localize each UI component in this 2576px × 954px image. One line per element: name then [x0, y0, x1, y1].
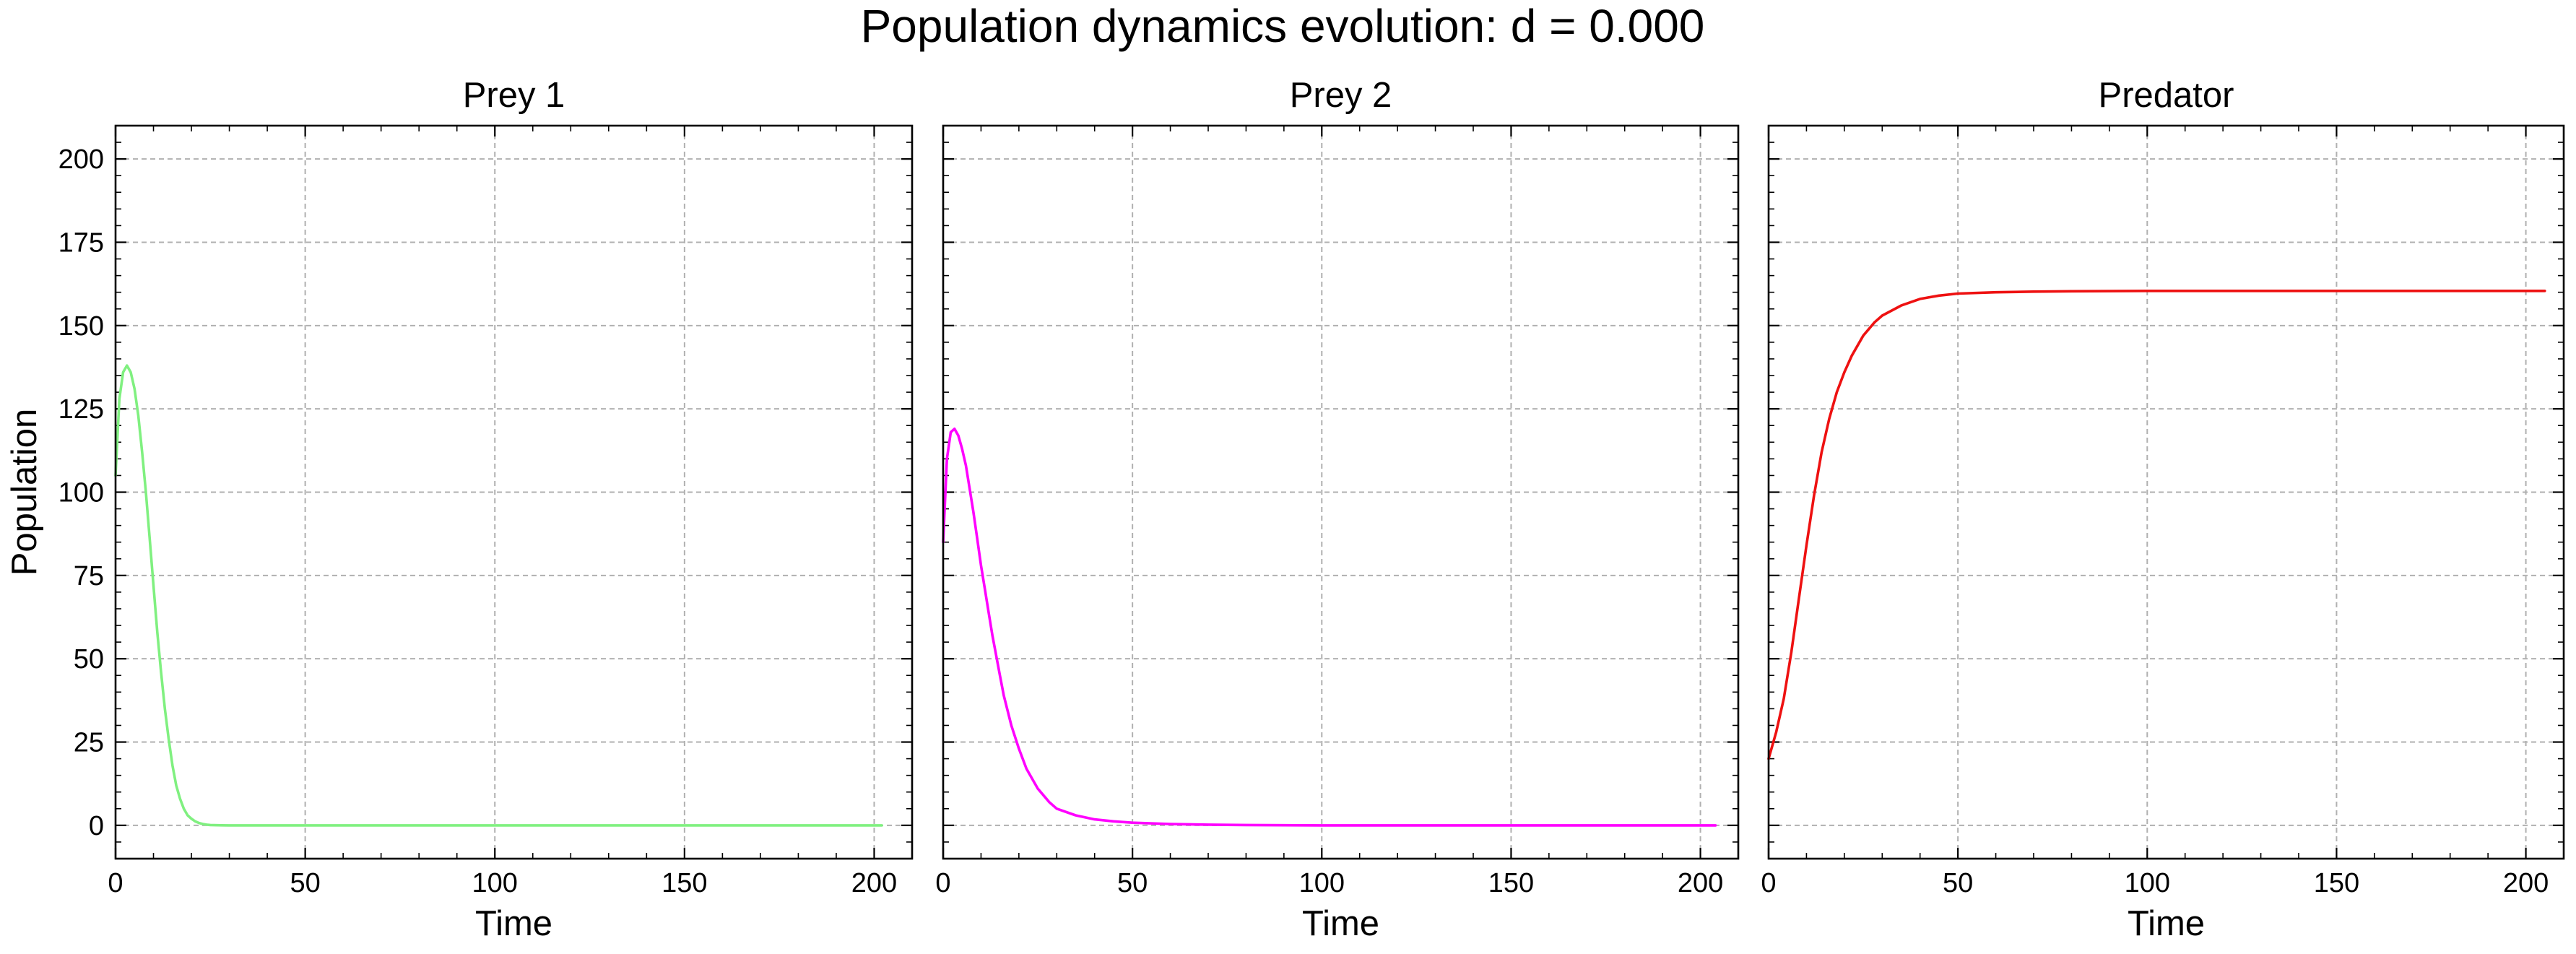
y-tick-label: 175 [58, 227, 104, 258]
y-tick-label: 100 [58, 478, 104, 508]
x-tick-label: 200 [2503, 868, 2549, 898]
series-line-prey-1 [114, 364, 883, 827]
x-axis-label: Time [1302, 904, 1379, 943]
subplot-prey-2: 0 50 100 150 200 Prey 2 Time [935, 76, 1740, 943]
y-tick-label: 75 [74, 561, 104, 591]
y-tick-label: 150 [58, 311, 104, 342]
y-tick-label: 25 [74, 728, 104, 758]
x-tick-label: 0 [108, 868, 123, 898]
subplot-title-prey-1: Prey 1 [463, 76, 565, 115]
subplot-title-prey-2: Prey 2 [1290, 76, 1392, 115]
plot-frame-prey-1 [114, 124, 914, 860]
x-tick-label: 150 [662, 868, 707, 898]
x-tick-label: 50 [290, 868, 320, 898]
subplot-title-predator: Predator [2099, 76, 2234, 115]
plot-frame-predator [1767, 124, 2565, 860]
x-axis-label: Time [2128, 904, 2205, 943]
x-tick-label: 50 [1117, 868, 1148, 898]
y-tick-label: 0 [89, 811, 104, 841]
subplot-prey-1: 0 50 100 150 200 0 25 50 75 100 125 150 175 200 Prey 1… [5, 76, 914, 943]
x-tick-label: 100 [2125, 868, 2170, 898]
x-tick-label: 100 [1299, 868, 1345, 898]
x-tick-label: 50 [1943, 868, 1973, 898]
subplots-group: 0 50 100 150 200 0 25 50 75 100 125 150 175 200 Prey 1… [5, 76, 2565, 943]
series-line-prey-2 [942, 428, 1717, 827]
figure-suptitle: Population dynamics evolution: d = 0.000 [861, 0, 1705, 52]
y-tick-label: 125 [58, 394, 104, 425]
x-tick-label: 200 [1678, 868, 1723, 898]
y-tick-label: 200 [58, 144, 104, 175]
x-tick-label: 150 [1488, 868, 1534, 898]
y-axis-label: Population [5, 409, 44, 576]
series-line-predator [1767, 290, 2546, 760]
x-tick-label: 100 [472, 868, 518, 898]
subplot-predator: 0 50 100 150 200 Predator Time [1761, 76, 2565, 943]
y-tick-label: 50 [74, 644, 104, 675]
x-tick-label: 0 [1761, 868, 1776, 898]
x-tick-label: 150 [2314, 868, 2359, 898]
plot-frame-prey-2 [942, 124, 1740, 860]
x-tick-label: 200 [851, 868, 897, 898]
x-tick-label: 0 [935, 868, 950, 898]
x-axis-label: Time [475, 904, 552, 943]
